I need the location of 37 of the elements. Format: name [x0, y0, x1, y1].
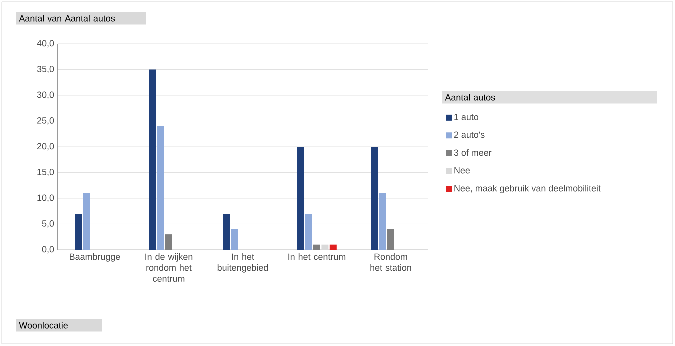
legend-label: 3 of meer	[454, 150, 492, 156]
bar	[75, 214, 82, 250]
y-tick-label: 40,0	[37, 40, 54, 48]
bar	[379, 193, 386, 250]
bar	[371, 147, 378, 250]
chart-title: Aantal van Aantal autos	[19, 15, 116, 22]
legend-label: 2 auto's	[454, 132, 485, 138]
x-tick-label: In het buitengebied	[218, 254, 268, 273]
bar	[314, 244, 320, 250]
x-tick-label: Rondom het station	[370, 254, 412, 272]
bar	[231, 229, 238, 250]
bar	[322, 244, 329, 250]
legend-label: Nee	[454, 167, 470, 174]
bar	[330, 244, 337, 250]
y-tick-label: 25,0	[37, 118, 54, 125]
x-tick-label: Baambrugge	[70, 254, 120, 262]
legend-label: Nee, maak gebruik van deelmobiliteit	[454, 185, 601, 194]
x-tick-label: In de wijken rondom het centrum	[146, 254, 193, 282]
y-tick-label: 15,0	[38, 169, 54, 176]
bar	[149, 70, 156, 250]
bar	[83, 193, 90, 250]
bar	[223, 214, 230, 250]
y-tick-label: 35,0	[37, 66, 54, 74]
bar	[305, 214, 312, 250]
y-tick-label: 30,0	[37, 92, 54, 100]
legend-label: 1 auto	[454, 114, 479, 120]
bar	[388, 229, 394, 250]
y-tick-label: 5,0	[42, 220, 54, 228]
y-tick-label: 10,0	[38, 194, 54, 202]
y-tick-label: 0,0	[42, 246, 54, 254]
x-axis-title: Woonlocatie	[19, 322, 68, 329]
y-tick-label: 20,0	[37, 143, 54, 151]
x-tick-label: In het centrum	[288, 254, 346, 260]
bar	[157, 126, 164, 250]
bar	[166, 234, 172, 250]
bar	[297, 147, 304, 250]
legend-title: Aantal autos	[445, 94, 496, 101]
